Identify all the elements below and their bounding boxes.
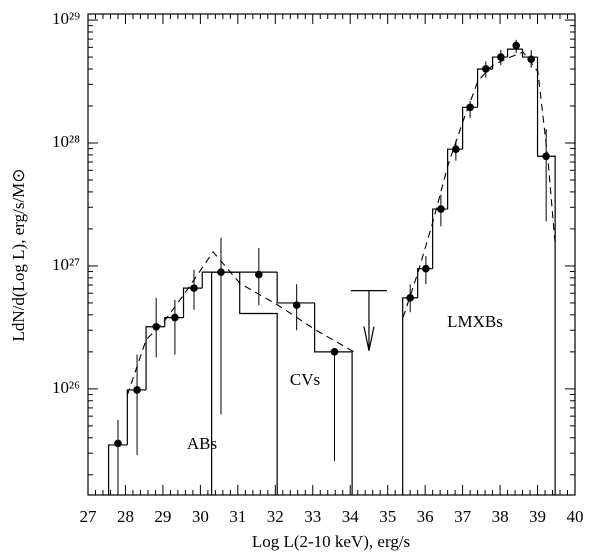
data-point xyxy=(497,53,505,61)
model-line xyxy=(126,51,556,396)
histogram-step xyxy=(402,297,418,495)
annotation: LMXBs xyxy=(447,312,503,331)
x-tick-label: 32 xyxy=(267,507,284,526)
x-tick-label: 39 xyxy=(529,507,546,526)
upper-limit-part xyxy=(363,326,375,351)
y-tick-label: 10²⁸ xyxy=(52,132,80,151)
histogram-step xyxy=(506,48,523,58)
x-tick-label: 40 xyxy=(567,507,584,526)
data-point xyxy=(542,152,550,161)
data-point xyxy=(422,264,430,273)
data-point xyxy=(330,348,339,356)
x-tick-label: 37 xyxy=(454,507,472,526)
histogram-step xyxy=(447,148,463,210)
data-point xyxy=(292,301,301,309)
data-point xyxy=(255,270,263,279)
y-axis-label: LdN/d(Log L), erg/s/M⊙ xyxy=(9,168,28,341)
data-point xyxy=(452,145,460,154)
histogram-step xyxy=(211,271,278,495)
data-point xyxy=(152,322,160,331)
upper-limit xyxy=(350,289,387,351)
data-point xyxy=(217,268,225,276)
data-point xyxy=(406,294,414,302)
annotation: CVs xyxy=(290,370,320,389)
data-point xyxy=(512,41,520,50)
y-tick-label: 10²⁹ xyxy=(52,9,80,28)
histogram-step xyxy=(182,287,203,318)
y-tick-label: 10²⁷ xyxy=(52,255,80,274)
histogram-step xyxy=(239,272,278,495)
histogram-step xyxy=(276,272,315,304)
histogram-step xyxy=(432,208,448,269)
x-tick-label: 28 xyxy=(117,507,134,526)
histogram-step xyxy=(314,302,353,495)
data-point xyxy=(171,313,179,322)
x-tick-label: 34 xyxy=(342,507,360,526)
x-tick-label: 38 xyxy=(492,507,509,526)
x-tick-label: 36 xyxy=(417,507,434,526)
x-tick-label: 29 xyxy=(154,507,171,526)
x-tick-label: 35 xyxy=(379,507,396,526)
plot-frame xyxy=(87,13,576,496)
histogram-step xyxy=(417,268,433,298)
data-point xyxy=(114,439,122,448)
histogram-step xyxy=(477,68,493,108)
x-axis-label: Log L(2-10 keV), erg/s xyxy=(252,532,410,551)
x-tick-label: 30 xyxy=(192,507,209,526)
data-point xyxy=(437,205,445,213)
data-point xyxy=(466,103,474,112)
data-point xyxy=(190,284,198,292)
data-point xyxy=(527,55,535,64)
annotation: ABs xyxy=(187,434,217,453)
data-point xyxy=(133,386,141,394)
x-tick-label: 33 xyxy=(304,507,321,526)
histogram-step xyxy=(536,57,556,495)
data-point xyxy=(482,65,490,73)
x-tick-label: 31 xyxy=(229,507,246,526)
y-tick-label: 10²⁶ xyxy=(52,378,80,397)
x-tick-label: 27 xyxy=(80,507,98,526)
